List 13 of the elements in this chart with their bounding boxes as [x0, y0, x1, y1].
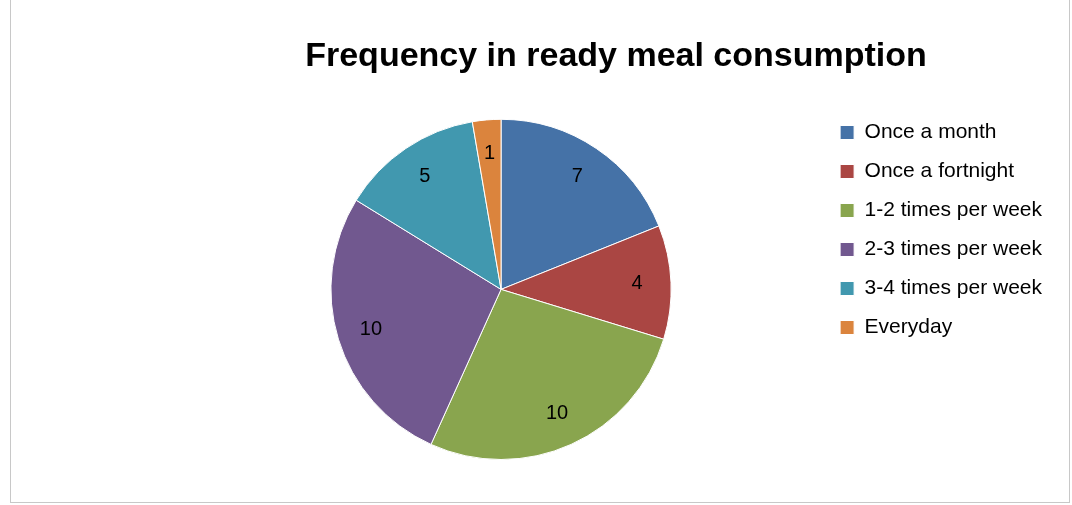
legend-label: 1-2 times per week: [864, 197, 1043, 221]
data-label: 7: [571, 164, 583, 187]
data-label: 4: [631, 271, 643, 294]
data-label: 10: [545, 400, 569, 423]
legend-label: Once a fortnight: [864, 158, 1015, 182]
legend-label: 3-4 times per week: [864, 275, 1043, 299]
legend-label: 2-3 times per week: [864, 236, 1043, 260]
data-label: 1: [483, 141, 496, 164]
data-label: 10: [359, 316, 383, 339]
legend-label: Everyday: [864, 314, 953, 338]
data-label: 5: [419, 164, 431, 187]
chart-title: Frequency in ready meal consumption: [305, 34, 927, 73]
legend-label: Once a month: [864, 119, 997, 143]
